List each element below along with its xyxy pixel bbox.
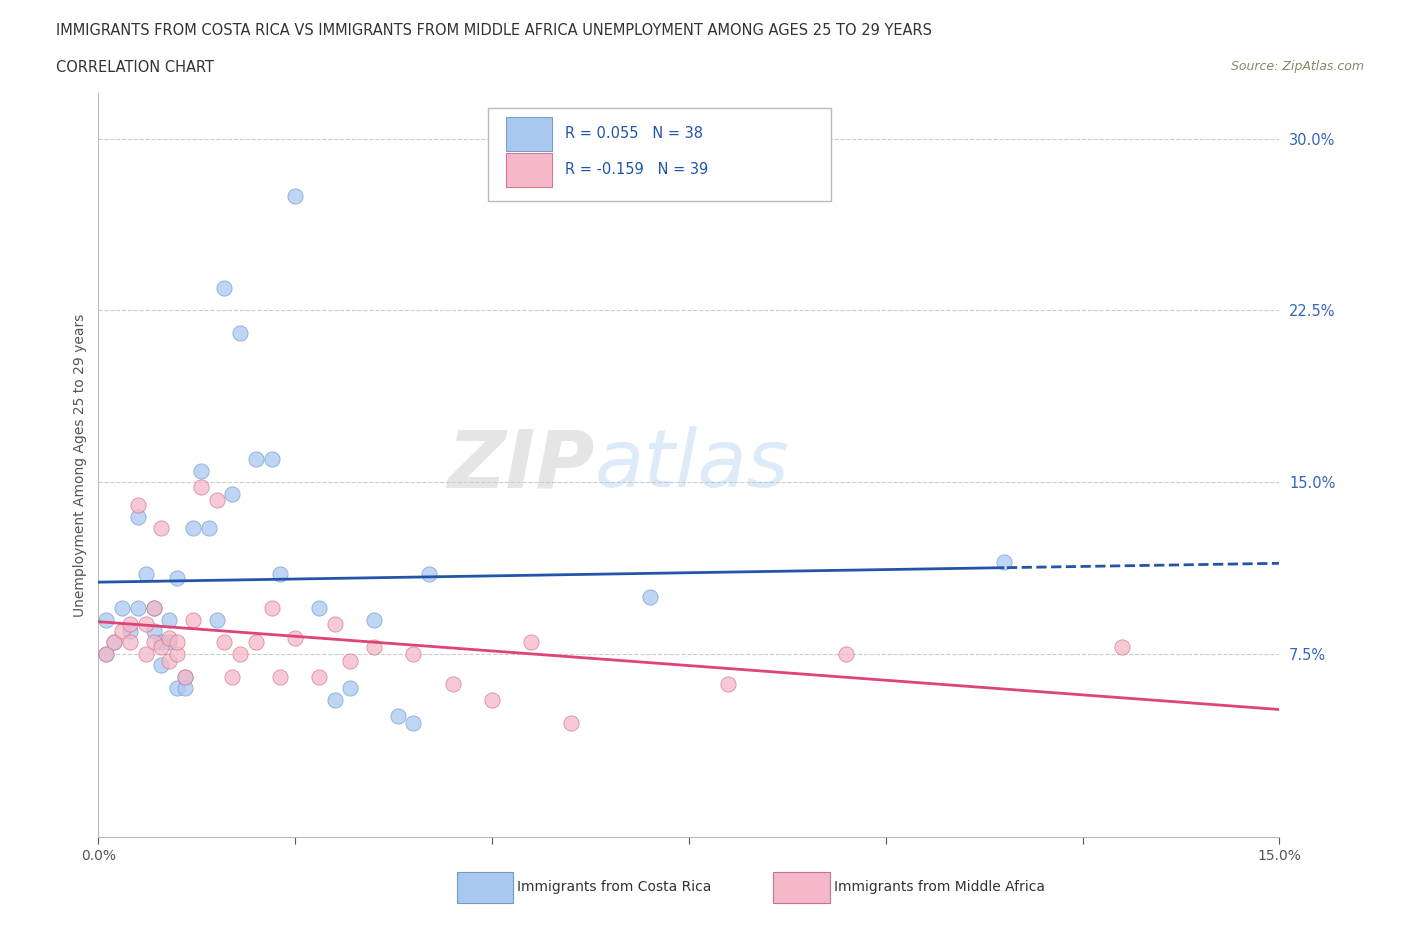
Text: CORRELATION CHART: CORRELATION CHART: [56, 60, 214, 75]
Point: [835, 646, 858, 661]
Point: [205, 493, 228, 508]
Point: [221, 486, 243, 501]
Point: [190, 463, 212, 478]
Point: [103, 635, 125, 650]
Point: [418, 566, 440, 581]
Point: [96, 646, 118, 661]
Point: [142, 623, 165, 638]
FancyBboxPatch shape: [773, 872, 830, 903]
Text: ZIP: ZIP: [447, 426, 595, 504]
Point: [118, 623, 141, 638]
Point: [111, 601, 134, 616]
FancyBboxPatch shape: [457, 872, 513, 903]
Point: [339, 681, 361, 696]
Point: [387, 709, 409, 724]
Point: [205, 612, 228, 627]
Point: [157, 635, 180, 650]
Text: R = -0.159   N = 39: R = -0.159 N = 39: [565, 162, 709, 177]
Point: [174, 670, 197, 684]
Point: [142, 635, 165, 650]
Point: [717, 676, 740, 691]
Point: [638, 590, 661, 604]
Point: [150, 640, 173, 655]
Point: [323, 617, 346, 631]
Text: R = 0.055   N = 38: R = 0.055 N = 38: [565, 126, 703, 141]
Point: [181, 521, 204, 536]
Point: [135, 646, 157, 661]
Point: [103, 635, 125, 650]
Text: Immigrants from Middle Africa: Immigrants from Middle Africa: [834, 881, 1045, 895]
Point: [260, 452, 283, 467]
Point: [127, 509, 149, 524]
Point: [142, 601, 165, 616]
Point: [560, 715, 582, 730]
Point: [402, 715, 425, 730]
Point: [174, 681, 197, 696]
FancyBboxPatch shape: [506, 117, 553, 151]
Point: [214, 280, 236, 295]
Point: [166, 681, 188, 696]
Point: [993, 555, 1015, 570]
Point: [190, 479, 212, 494]
Point: [111, 623, 134, 638]
Point: [96, 646, 118, 661]
Point: [402, 646, 425, 661]
Point: [142, 601, 165, 616]
Point: [323, 692, 346, 707]
Point: [229, 646, 252, 661]
Point: [135, 566, 157, 581]
Point: [157, 631, 180, 645]
Point: [214, 635, 236, 650]
Point: [135, 617, 157, 631]
Point: [308, 670, 330, 684]
Point: [157, 653, 180, 668]
Point: [441, 676, 464, 691]
Point: [166, 646, 188, 661]
Text: IMMIGRANTS FROM COSTA RICA VS IMMIGRANTS FROM MIDDLE AFRICA UNEMPLOYMENT AMONG A: IMMIGRANTS FROM COSTA RICA VS IMMIGRANTS…: [56, 23, 932, 38]
Text: Source: ZipAtlas.com: Source: ZipAtlas.com: [1230, 60, 1364, 73]
Point: [269, 566, 291, 581]
Point: [197, 521, 219, 536]
Point: [245, 635, 267, 650]
Point: [174, 670, 197, 684]
Point: [221, 670, 243, 684]
Point: [284, 631, 307, 645]
Point: [157, 612, 180, 627]
Text: Immigrants from Costa Rica: Immigrants from Costa Rica: [517, 881, 711, 895]
Point: [339, 653, 361, 668]
Point: [166, 571, 188, 586]
Point: [127, 601, 149, 616]
Point: [245, 452, 267, 467]
Point: [150, 635, 173, 650]
Point: [1111, 640, 1133, 655]
Point: [118, 617, 141, 631]
Point: [284, 189, 307, 204]
Point: [520, 635, 543, 650]
Point: [150, 521, 173, 536]
Point: [363, 612, 385, 627]
Text: atlas: atlas: [595, 426, 789, 504]
Point: [96, 612, 118, 627]
Point: [269, 670, 291, 684]
Point: [260, 601, 283, 616]
Point: [181, 612, 204, 627]
Point: [118, 635, 141, 650]
Point: [150, 658, 173, 672]
FancyBboxPatch shape: [506, 153, 553, 187]
FancyBboxPatch shape: [488, 108, 831, 201]
Point: [363, 640, 385, 655]
Point: [166, 635, 188, 650]
Y-axis label: Unemployment Among Ages 25 to 29 years: Unemployment Among Ages 25 to 29 years: [73, 313, 87, 617]
Point: [127, 498, 149, 512]
Point: [481, 692, 503, 707]
Point: [229, 326, 252, 340]
Point: [308, 601, 330, 616]
